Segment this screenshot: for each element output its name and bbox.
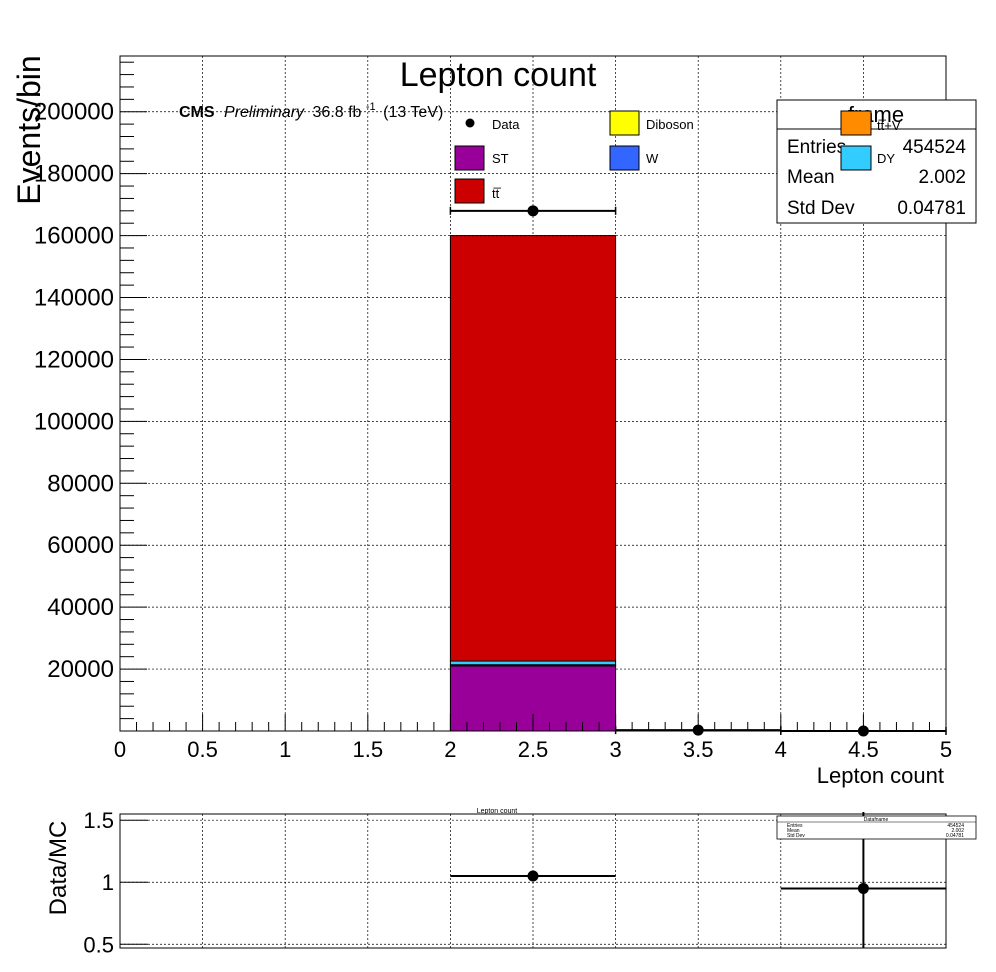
ratio-stats-name: Datafname — [864, 817, 889, 823]
legend-swatch-w — [609, 145, 640, 171]
ratio-axis-ticks: 0.5 1 1.5 — [83, 808, 148, 957]
ratio-point — [857, 882, 869, 894]
main-axis-ticks: 0 0.5 1 1.5 2 2.5 3 3.5 4 4.5 5 20000 40000 60000 8000… — [34, 61, 952, 762]
main-y-tick-label: 60000 — [47, 532, 114, 559]
ratio-stats-stddev-label: Std Dev — [787, 833, 805, 839]
legend-label-ttbar: tt̅ — [492, 186, 501, 201]
ratio-frame — [119, 813, 947, 949]
main-stats-frame — [776, 99, 977, 224]
main-x-tick-label: 4 — [775, 737, 787, 762]
legend-label-ttv: tt̅+V — [877, 118, 901, 133]
legend-swatch-dy — [840, 145, 872, 171]
main-data-points — [449, 205, 947, 737]
data-point — [857, 725, 869, 737]
main-y-tick-label: 100000 — [34, 408, 114, 435]
cms-label-italic: Preliminary — [224, 104, 305, 121]
ratio-stats-box: Datafname Entries 454524 Mean 2.002 Std … — [776, 815, 977, 840]
main-y-tick-label: 200000 — [34, 99, 114, 126]
main-y-tick-label: 140000 — [34, 285, 114, 312]
main-y-axis-label: Events/bin — [11, 55, 47, 204]
main-x-tick-label: 1.5 — [353, 737, 384, 762]
legend-label-dy: DY — [877, 151, 895, 166]
legend-swatch-ttbar — [454, 178, 485, 204]
ratio-title: Lepton count — [477, 808, 518, 815]
data-point — [527, 205, 539, 217]
cms-label-lumi-sup: -1 — [366, 101, 376, 113]
main-y-tick-label: 160000 — [34, 223, 114, 250]
legend-marker-data — [465, 118, 475, 128]
main-x-tick-label: 0 — [114, 737, 126, 762]
main-stats-stddev-label: Std Dev — [787, 198, 855, 219]
legend-label-st: ST — [492, 151, 509, 166]
main-x-tick-label: 4.5 — [848, 737, 879, 762]
main-x-tick-label: 5 — [940, 737, 952, 762]
legend-swatch-diboson — [609, 110, 640, 136]
cms-label-energy: (13 TeV) — [383, 104, 443, 121]
cms-label: CMS Preliminary 36.8 fb -1 (13 TeV) — [179, 97, 443, 121]
ratio-y-tick-label: 0.5 — [83, 932, 114, 957]
legend-label-w: W — [646, 151, 659, 166]
main-frame — [119, 55, 947, 732]
ratio-point — [527, 870, 539, 882]
legend-label-data: Data — [492, 117, 520, 132]
main-x-tick-label: 2.5 — [518, 737, 549, 762]
stack-bar-ttbar — [449, 235, 617, 662]
ratio-y-tick-label: 1.5 — [83, 808, 114, 833]
main-x-tick-label: 3.5 — [683, 737, 714, 762]
main-stats-mean-value: 2.002 — [918, 167, 966, 188]
main-x-tick-label: 3 — [609, 737, 621, 762]
main-y-tick-label: 40000 — [47, 594, 114, 621]
main-stats-entries-value: 454524 — [903, 137, 967, 158]
main-stats-mean-label: Mean — [787, 167, 835, 188]
ratio-stats-mean-label: Mean — [787, 828, 800, 834]
ratio-stats-entries-value: 454524 — [947, 823, 964, 829]
main-x-tick-label: 1 — [279, 737, 291, 762]
ratio-stats-stddev-value: 0.04781 — [946, 833, 964, 839]
main-y-tick-label: 120000 — [34, 346, 114, 373]
legend-swatch-ttv — [840, 110, 872, 136]
main-y-tick-label: 20000 — [47, 656, 114, 683]
main-y-tick-label: 80000 — [47, 470, 114, 497]
legend-label-diboson: Diboson — [646, 117, 694, 132]
main-stacked-bars — [449, 235, 617, 732]
main-stats-entries-label: Entries — [787, 137, 846, 158]
cms-label-bold: CMS — [179, 104, 215, 121]
main-stats-stddev-value: 0.04781 — [897, 198, 966, 219]
main-x-axis-label: Lepton count — [817, 763, 944, 788]
main-y-tick-label: 180000 — [34, 161, 114, 188]
legend-swatch-st — [454, 145, 485, 171]
main-stats-box: frame Entries 454524 Mean 2.002 Std Dev … — [776, 99, 977, 224]
main-title: Lepton count — [400, 56, 597, 94]
ratio-stats-entries-label: Entries — [787, 823, 803, 829]
ratio-y-axis-label: Data/MC — [45, 821, 72, 916]
stack-bar-dy — [449, 660, 617, 666]
main-x-tick-label: 2 — [444, 737, 456, 762]
legend: Data Diboson tt̅+V ST W DY tt̅ — [454, 110, 901, 204]
cms-label-lumi: 36.8 fb — [312, 104, 361, 121]
data-point — [692, 724, 704, 736]
ratio-stats-mean-value: 2.002 — [951, 828, 964, 834]
ratio-y-tick-label: 1 — [102, 870, 114, 895]
main-x-tick-label: 0.5 — [187, 737, 218, 762]
